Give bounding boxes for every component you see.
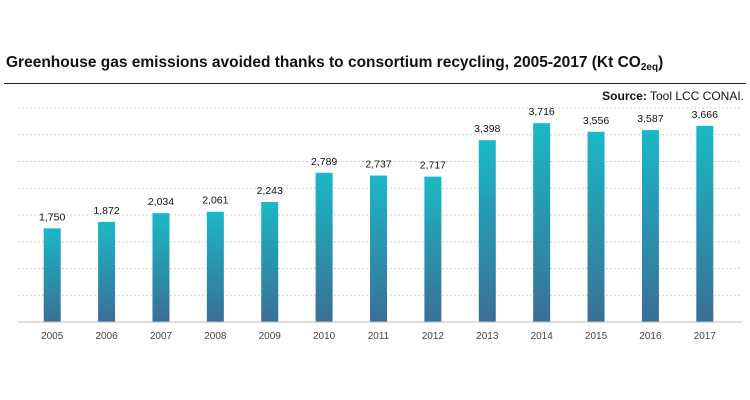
value-label-2010: 2,789 (311, 156, 337, 168)
value-label-2007: 2,034 (148, 196, 174, 208)
x-tick-2014: 2014 (531, 331, 554, 342)
x-tick-2017: 2017 (694, 331, 717, 342)
value-label-2009: 2,243 (257, 185, 283, 197)
bar-2017 (696, 125, 714, 322)
x-tick-2011: 2011 (368, 331, 390, 342)
bar-2012 (424, 176, 442, 322)
source-label: Source: (602, 89, 647, 103)
source-note: Source: Tool LCC CONAI. (602, 89, 744, 103)
bars (43, 123, 714, 322)
value-label-2013: 3,398 (474, 123, 500, 135)
value-label-2006: 1,872 (93, 205, 119, 217)
x-tick-2013: 2013 (476, 331, 499, 342)
x-tick-2007: 2007 (150, 331, 173, 342)
bar-2009 (261, 201, 279, 322)
x-tick-2015: 2015 (585, 331, 608, 342)
value-label-2011: 2,737 (365, 159, 391, 171)
value-label-2008: 2,061 (202, 195, 228, 207)
x-tick-2009: 2009 (259, 331, 282, 342)
bar-2005 (43, 228, 61, 322)
bar-2010 (315, 172, 333, 322)
value-label-2015: 3,556 (583, 115, 609, 127)
title-rule (4, 83, 746, 84)
chart-title-end: ) (658, 54, 664, 71)
value-label-2012: 2,717 (420, 160, 446, 172)
x-tick-2010: 2010 (313, 331, 336, 342)
bar-2008 (206, 211, 224, 322)
x-tick-2008: 2008 (204, 331, 227, 342)
x-tick-2016: 2016 (639, 331, 662, 342)
bar-2007 (152, 213, 170, 322)
bar-2015 (587, 131, 605, 322)
bar-2011 (370, 175, 387, 322)
chart-title-subscript: 2eq (640, 62, 659, 73)
x-tick-2012: 2012 (422, 331, 445, 342)
chart-title: Greenhouse gas emissions avoided thanks … (6, 54, 663, 73)
x-tick-labels: 2005 2006 2007 2008 2009 2010 2011 2012 2013 2014… (41, 331, 716, 342)
bar-2013 (478, 140, 496, 322)
value-label-2017: 3,666 (692, 109, 718, 121)
value-label-2005: 1,750 (39, 211, 65, 223)
bar-2006 (98, 221, 116, 322)
chart-title-main: Greenhouse gas emissions avoided thanks … (6, 54, 641, 71)
value-label-2014: 3,716 (529, 106, 555, 118)
x-tick-2005: 2005 (41, 331, 64, 342)
source-text: Tool LCC CONAI. (649, 89, 744, 103)
bar-2016 (641, 130, 659, 322)
x-tick-2006: 2006 (95, 331, 118, 342)
value-labels: 1,750 1,872 2,034 2,061 2,243 2,789 2,737 2,717… (39, 106, 718, 223)
value-label-2016: 3,587 (637, 113, 663, 125)
bar-2014 (533, 123, 551, 322)
